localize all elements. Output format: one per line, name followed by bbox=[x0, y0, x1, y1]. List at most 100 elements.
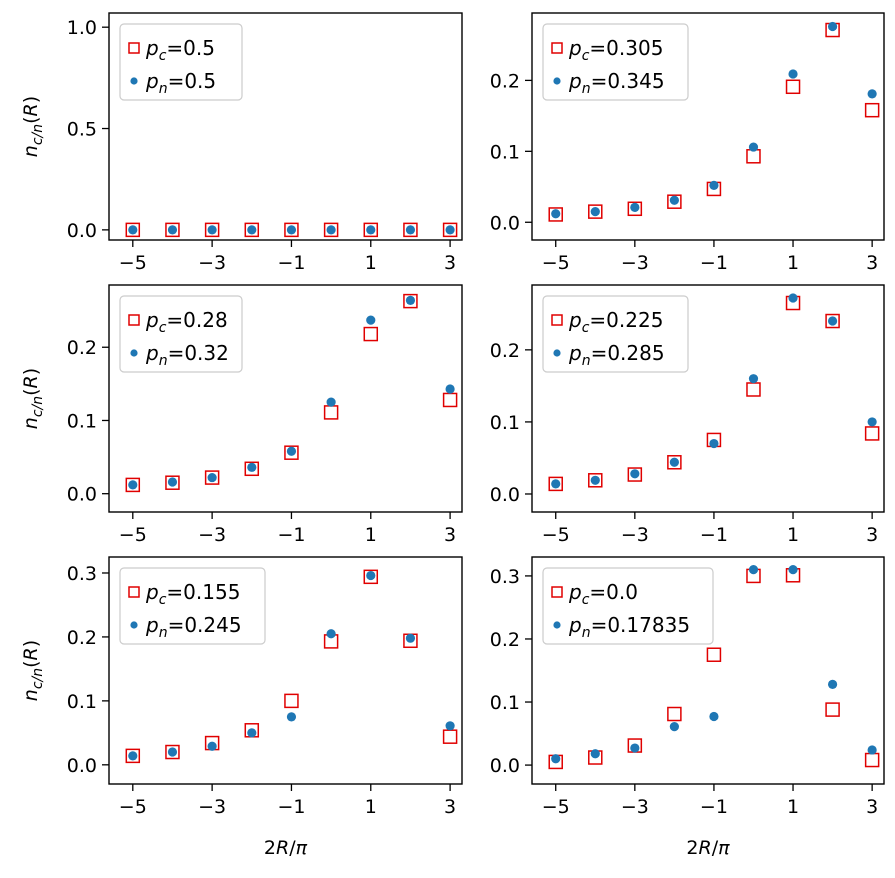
data-point-dot bbox=[286, 712, 297, 722]
data-point-square bbox=[442, 222, 458, 238]
x-tick-label: −5 bbox=[542, 252, 570, 274]
data-point-square bbox=[548, 476, 563, 492]
x-tick-label: 1 bbox=[787, 252, 799, 274]
x-tick-label: 1 bbox=[365, 796, 377, 818]
data-point-dot bbox=[630, 743, 640, 753]
data-point-square bbox=[165, 744, 180, 760]
data-point-dot bbox=[709, 438, 719, 449]
legend-value: =0.155 bbox=[166, 580, 240, 604]
data-point-dot bbox=[867, 745, 877, 755]
data-point-dot bbox=[748, 142, 759, 152]
data-point-dot bbox=[669, 457, 679, 467]
y-tick-label: 1.0 bbox=[67, 17, 97, 39]
x-axis-label: 2R/π bbox=[686, 837, 730, 859]
legend-marker-dot bbox=[553, 621, 561, 629]
legend-subscript: c bbox=[582, 320, 590, 336]
data-point-dot bbox=[788, 69, 798, 79]
data-point-dot bbox=[366, 225, 376, 235]
data-point-square bbox=[825, 313, 840, 329]
y-tick-label: 0.1 bbox=[67, 691, 97, 713]
data-point-dot bbox=[827, 316, 838, 326]
legend-label: pc=0.5 bbox=[145, 36, 215, 64]
legend-var: p bbox=[145, 36, 159, 60]
data-point-dot bbox=[827, 21, 838, 32]
data-point-square bbox=[746, 149, 761, 164]
y-tick-label: 0.0 bbox=[490, 755, 520, 777]
legend-value: =0.245 bbox=[168, 613, 242, 637]
legend-marker-square bbox=[128, 586, 140, 598]
legend-marker-dot bbox=[553, 77, 561, 85]
legend-marker-square bbox=[128, 42, 140, 54]
legend-marker-dot bbox=[553, 349, 561, 357]
legend-label: pc=0.155 bbox=[145, 580, 240, 608]
data-point-dot bbox=[128, 751, 138, 761]
data-point-square bbox=[667, 455, 682, 470]
data-point-square bbox=[125, 748, 141, 764]
x-tick-label: −3 bbox=[198, 524, 226, 546]
legend-value: =0.5 bbox=[168, 69, 217, 93]
legend-marker-square bbox=[128, 314, 140, 326]
data-point-square bbox=[548, 207, 563, 222]
data-point-square bbox=[864, 426, 880, 441]
data-point-square bbox=[864, 102, 880, 118]
y-tick-label: 0.2 bbox=[490, 629, 520, 651]
legend-var: p bbox=[568, 36, 582, 60]
data-point-dot bbox=[167, 477, 178, 487]
data-point-dot bbox=[326, 629, 336, 639]
legend-marker-square bbox=[551, 42, 563, 54]
legend-label: pn=0.285 bbox=[568, 341, 665, 369]
axes-frame bbox=[531, 12, 885, 241]
legend-var: p bbox=[145, 580, 159, 604]
legend-subscript: c bbox=[582, 592, 590, 608]
data-point-dot bbox=[326, 397, 336, 407]
data-point-dot bbox=[207, 225, 217, 235]
legend-value: =0.5 bbox=[166, 36, 215, 60]
legend-label: pc=0.28 bbox=[145, 308, 228, 336]
data-point-dot bbox=[405, 225, 416, 235]
legend-marker-dot bbox=[130, 621, 138, 629]
data-point-dot bbox=[551, 209, 561, 219]
legend-subscript: n bbox=[582, 353, 591, 369]
data-point-dot bbox=[247, 462, 257, 472]
data-point-dot bbox=[669, 722, 679, 732]
x-tick-label: −3 bbox=[621, 796, 649, 818]
data-point-dot bbox=[247, 225, 257, 235]
data-point-square bbox=[363, 326, 379, 342]
data-point-square bbox=[864, 752, 880, 768]
legend-box bbox=[542, 23, 689, 101]
legend-marker-dot bbox=[130, 77, 138, 85]
axes-frame bbox=[108, 556, 463, 785]
legend-var: p bbox=[568, 341, 582, 365]
data-point-square bbox=[363, 569, 379, 585]
data-point-dot bbox=[207, 472, 217, 483]
data-point-dot bbox=[167, 747, 178, 757]
data-point-square bbox=[442, 392, 458, 408]
data-point-dot bbox=[445, 384, 455, 394]
data-point-dot bbox=[709, 180, 719, 190]
x-tick-label: 3 bbox=[866, 524, 878, 546]
legend-value: =0.28 bbox=[166, 308, 227, 332]
legend-var: p bbox=[145, 69, 159, 93]
data-point-dot bbox=[709, 711, 719, 722]
y-tick-label: 0.2 bbox=[67, 337, 97, 359]
legend-value: =0.285 bbox=[591, 341, 665, 365]
legend-value: =0.17835 bbox=[591, 613, 690, 637]
legend-var: p bbox=[568, 613, 582, 637]
y-tick-label: 0.1 bbox=[490, 692, 520, 714]
y-tick-label: 0.1 bbox=[490, 412, 520, 434]
data-point-dot bbox=[590, 207, 600, 217]
legend-subscript: n bbox=[159, 81, 168, 97]
legend-box bbox=[119, 567, 266, 645]
data-point-square bbox=[627, 201, 643, 217]
x-tick-label: 1 bbox=[787, 524, 799, 546]
data-point-dot bbox=[128, 480, 138, 490]
x-tick-label: −5 bbox=[119, 252, 147, 274]
data-point-dot bbox=[827, 679, 838, 689]
axes-frame bbox=[108, 284, 463, 513]
panel-bottom-left: −5 −3 −1 1 30.00.10.20.3nc/n(R)2R/πpc=0.155p… bbox=[20, 556, 463, 859]
data-point-dot bbox=[445, 225, 455, 235]
data-point-dot bbox=[207, 741, 217, 751]
y-tick-label: 0.0 bbox=[490, 212, 520, 234]
